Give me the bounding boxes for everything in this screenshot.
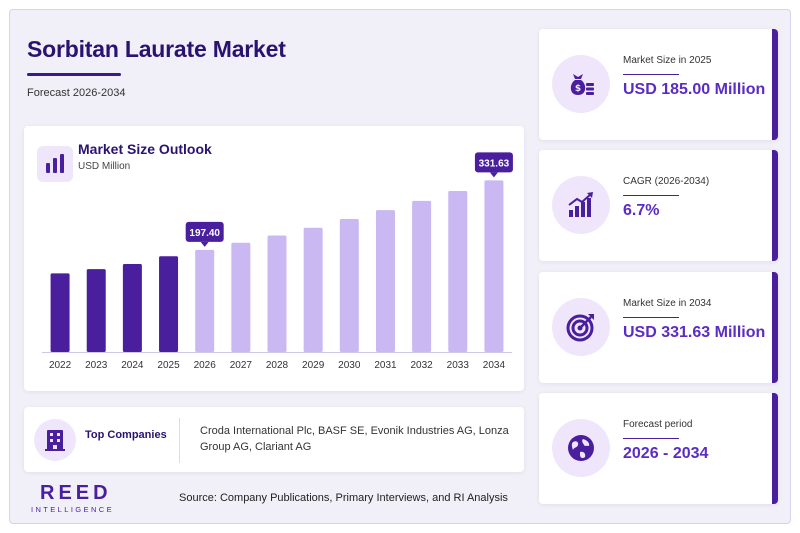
data-label-2034: 331.63 [474, 152, 513, 178]
kpi-label: CAGR (2026-2034) [623, 176, 710, 187]
bar-2024 [122, 264, 142, 352]
bar-2031 [375, 210, 395, 352]
bar-2027 [231, 242, 251, 352]
data-label-bg [474, 152, 513, 173]
kpi-card-forecast-period: Forecast period 2026 - 2034 [539, 393, 778, 504]
kpi-card-cagr: CAGR (2026-2034) 6.7% [539, 150, 778, 261]
x-tick-label: 2024 [121, 360, 144, 371]
growth-chart-icon [552, 176, 610, 234]
data-label-pointer [200, 241, 209, 247]
bar-2028 [267, 235, 287, 352]
chart-unit: USD Million [78, 161, 131, 172]
bar-2026 [195, 249, 215, 352]
top-companies-label: Top Companies [85, 429, 167, 441]
bar-2023 [86, 269, 106, 352]
building-icon [34, 419, 76, 461]
page-subtitle: Forecast 2026-2034 [27, 87, 126, 99]
bar-2030 [339, 218, 359, 352]
bar-2032 [412, 200, 432, 352]
logo-name: REED [40, 482, 112, 504]
x-tick-label: 2033 [447, 360, 470, 371]
kpi-label: Market Size in 2025 [623, 55, 712, 66]
x-tick-label: 2026 [194, 360, 217, 371]
bar-2029 [303, 227, 323, 352]
kpi-label: Forecast period [623, 419, 693, 430]
data-label-bg [185, 221, 224, 242]
kpi-label: Market Size in 2034 [623, 298, 712, 309]
kpi-divider [623, 195, 679, 196]
svg-text:$: $ [575, 84, 581, 94]
top-companies-card: Top Companies Croda International Plc, B… [24, 407, 524, 472]
bar-2034 [484, 180, 504, 352]
kpi-card-market-2025: $ Market Size in 2025 USD 185.00 Million [539, 29, 778, 140]
chart-title: Market Size Outlook [78, 141, 212, 157]
kpi-value: USD 331.63 Million [623, 324, 766, 341]
kpi-value: USD 185.00 Million [623, 81, 766, 98]
bar-2025 [159, 256, 179, 352]
chart-card: 2022 2023 2024 2025 2026 197.40 2027 2028 2029 20… [24, 126, 524, 391]
x-tick-label: 2027 [230, 360, 253, 371]
data-label-2026: 197.40 [185, 221, 224, 247]
kpi-card-market-2034: Market Size in 2034 USD 331.63 Million [539, 272, 778, 383]
kpi-divider [623, 438, 679, 439]
top-companies-list: Croda International Plc, BASF SE, Evonik… [200, 425, 509, 453]
bar-2033 [448, 191, 468, 352]
divider [179, 418, 180, 463]
source-note: Source: Company Publications, Primary In… [179, 492, 508, 504]
x-tick-label: 2029 [302, 360, 325, 371]
globe-icon [552, 419, 610, 477]
data-label-text: 331.63 [479, 158, 510, 169]
x-tick-label: 2032 [410, 360, 433, 371]
target-icon [552, 298, 610, 356]
x-tick-label: 2034 [483, 360, 506, 371]
kpi-value: 6.7% [623, 202, 660, 219]
logo-tagline: INTELLIGENCE [31, 505, 114, 514]
title-underline [27, 73, 121, 76]
x-tick-label: 2030 [338, 360, 361, 371]
x-tick-label: 2031 [374, 360, 397, 371]
page-title: Sorbitan Laurate Market [27, 36, 286, 62]
kpi-divider [623, 74, 679, 75]
x-tick-label: 2023 [85, 360, 108, 371]
x-tick-label: 2028 [266, 360, 289, 371]
bar-2022 [50, 273, 70, 352]
money-bag-icon: $ [552, 55, 610, 113]
x-tick-label: 2022 [49, 360, 72, 371]
kpi-divider [623, 317, 679, 318]
bar-chart: 2022 2023 2024 2025 2026 197.40 2027 2028 2029 20… [42, 152, 513, 371]
bar-chart-icon [37, 146, 73, 182]
x-tick-label: 2025 [157, 360, 180, 371]
kpi-value: 2026 - 2034 [623, 445, 709, 462]
data-label-pointer [489, 172, 498, 178]
data-label-text: 197.40 [189, 228, 220, 239]
